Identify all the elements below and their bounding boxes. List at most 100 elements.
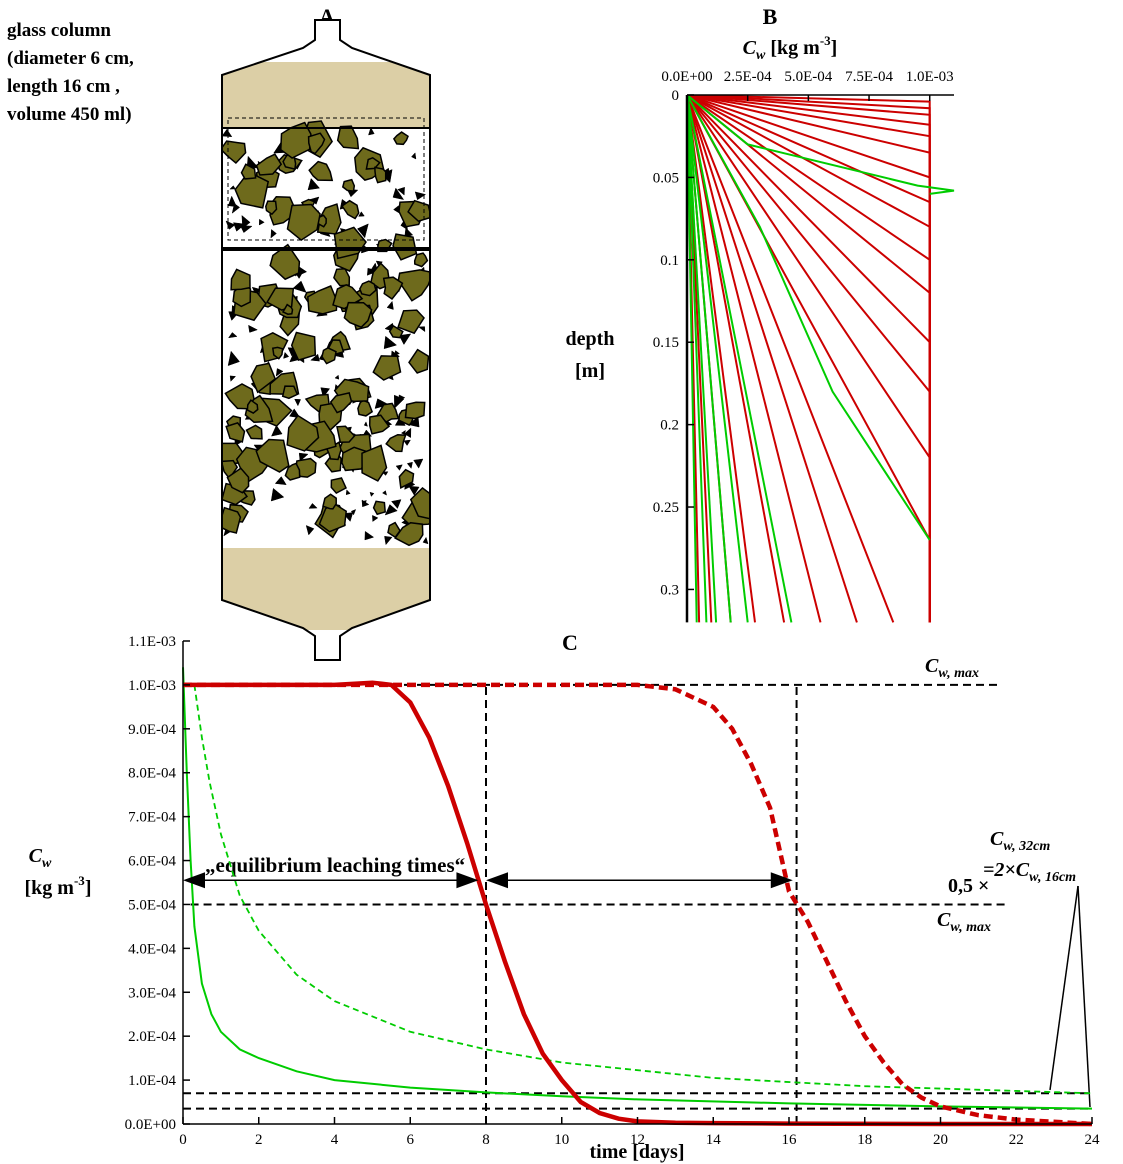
rock: [229, 375, 237, 382]
symbol: C: [1016, 859, 1030, 881]
y-axis-label: Cw: [29, 845, 52, 871]
rock: [361, 499, 370, 508]
x-tick-label: 1.0E-03: [906, 69, 954, 85]
arrow-head: [456, 872, 479, 889]
rock: [284, 462, 301, 481]
rock: [394, 394, 405, 409]
rock: [372, 500, 387, 516]
rock: [255, 438, 290, 473]
arrow-head: [770, 872, 793, 889]
rock: [229, 185, 236, 190]
panel-a: glass column (diameter 6 cm, length 16 c…: [7, 4, 431, 661]
y-tick-label: 1.0E-03: [128, 678, 176, 694]
y-tick-label: 0.15: [653, 335, 679, 351]
profile-line: [687, 95, 822, 623]
rock: [372, 515, 379, 522]
rock: [414, 191, 427, 201]
series-line: [193, 684, 1093, 1095]
rock: [240, 163, 257, 180]
rock: [283, 351, 290, 359]
rock: [292, 280, 307, 293]
rock: [411, 152, 417, 160]
rock: [404, 401, 426, 420]
sup: -3: [820, 33, 831, 48]
x-tick-label: 4: [331, 1132, 339, 1148]
rock: [392, 131, 409, 146]
profile-line: [687, 95, 955, 195]
caption: glass column: [7, 20, 111, 41]
rock: [251, 286, 262, 296]
annotation: „equilibrium leaching times“: [205, 853, 465, 877]
rock: [245, 424, 263, 440]
rock: [334, 374, 340, 380]
x-tick-label: 24: [1085, 1132, 1101, 1148]
rock: [341, 199, 360, 220]
rock: [394, 521, 424, 547]
rock: [286, 203, 321, 242]
rock: [329, 392, 353, 414]
y-axis-label: depth: [566, 328, 615, 350]
inner-box: [221, 127, 431, 249]
rock: [397, 269, 430, 302]
y-tick-label: 0.05: [653, 170, 679, 186]
rock: [271, 346, 284, 360]
rock: [270, 229, 277, 239]
rock: [259, 218, 265, 226]
series-line: [183, 680, 1092, 1127]
rock: [398, 333, 412, 346]
rock: [234, 170, 270, 209]
rock: [408, 348, 430, 374]
y-axis-label: [m]: [575, 360, 605, 382]
x-axis-label: time [days]: [590, 1141, 685, 1163]
rock: [413, 252, 429, 268]
profile-line: [687, 95, 786, 623]
rock: [286, 414, 320, 452]
caption: volume 450 ml): [7, 104, 132, 125]
rock: [386, 300, 394, 310]
rock: [222, 128, 233, 137]
pre: =2×: [983, 859, 1016, 881]
annotation: Cw, 32cm: [990, 828, 1050, 854]
arrow-head: [486, 872, 508, 889]
rock: [269, 243, 301, 281]
rock: [255, 153, 283, 176]
y-tick-label: 1.0E-04: [128, 1073, 176, 1089]
rock: [343, 301, 373, 329]
profile-line: [687, 95, 698, 623]
rock: [358, 211, 365, 217]
symbol: C: [990, 828, 1004, 850]
rock: [404, 427, 412, 439]
rock: [222, 140, 247, 165]
rock: [409, 487, 430, 521]
y-tick-label: 9.0E-04: [128, 722, 176, 738]
rock: [365, 156, 381, 170]
rock: [388, 324, 404, 339]
x-tick-label: 2: [255, 1132, 263, 1148]
rock: [403, 439, 411, 446]
unit: [kg m: [25, 877, 75, 899]
column-fill: [222, 20, 430, 660]
rock: [281, 303, 294, 315]
profile-line: [687, 95, 895, 623]
rock: [341, 178, 356, 192]
column-outline: [221, 19, 431, 661]
rock: [308, 160, 334, 182]
rock: [385, 433, 407, 453]
rock: [383, 335, 398, 350]
rock: [322, 493, 337, 510]
x-tick-label: 10: [554, 1132, 569, 1148]
x-tick-label: 22: [1009, 1132, 1024, 1148]
rock: [361, 444, 388, 482]
rock: [336, 425, 356, 443]
rock: [400, 429, 406, 435]
profiles: [687, 95, 955, 623]
rock: [228, 332, 238, 339]
y-axis-label: [kg m-3]: [25, 873, 92, 899]
rock: [395, 464, 403, 471]
annotation: =2×Cw, 16cm: [983, 859, 1076, 885]
sub: w, 16cm: [1029, 870, 1076, 885]
symbol: C: [937, 909, 951, 931]
rock: [392, 187, 405, 200]
x-tick-label: 0.0E+00: [661, 69, 712, 85]
rock: [246, 399, 259, 414]
